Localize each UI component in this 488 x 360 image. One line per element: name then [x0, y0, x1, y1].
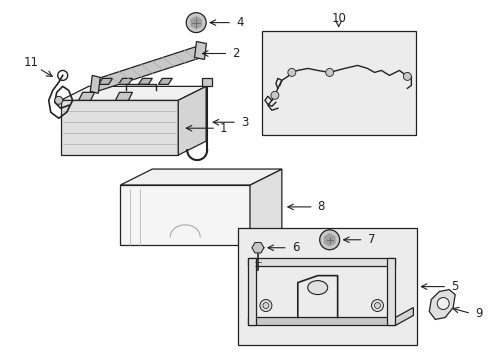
Polygon shape — [324, 234, 334, 246]
Circle shape — [371, 300, 383, 311]
Polygon shape — [120, 185, 249, 245]
Text: 6: 6 — [291, 241, 299, 254]
Polygon shape — [395, 307, 412, 325]
Circle shape — [403, 72, 410, 80]
Ellipse shape — [307, 280, 327, 294]
Text: 8: 8 — [317, 201, 325, 213]
Text: 7: 7 — [367, 233, 374, 246]
Polygon shape — [249, 169, 281, 245]
Polygon shape — [247, 258, 395, 266]
Circle shape — [263, 302, 268, 309]
Polygon shape — [115, 92, 132, 100]
Polygon shape — [61, 86, 206, 100]
Circle shape — [260, 300, 271, 311]
Polygon shape — [94, 46, 202, 91]
Polygon shape — [118, 78, 132, 84]
Text: 10: 10 — [330, 12, 346, 25]
Circle shape — [436, 298, 448, 310]
Polygon shape — [79, 92, 94, 100]
Circle shape — [270, 91, 278, 99]
Polygon shape — [194, 41, 206, 59]
Polygon shape — [99, 78, 112, 84]
Bar — [238, 228, 416, 345]
Polygon shape — [120, 169, 281, 185]
Circle shape — [55, 96, 62, 104]
Circle shape — [287, 68, 295, 76]
Circle shape — [374, 302, 380, 309]
Text: 2: 2 — [232, 47, 240, 60]
Text: 4: 4 — [236, 16, 243, 29]
Text: 1: 1 — [220, 122, 227, 135]
Polygon shape — [247, 318, 395, 325]
Polygon shape — [251, 243, 264, 253]
Polygon shape — [138, 78, 152, 84]
Circle shape — [325, 68, 333, 76]
Polygon shape — [61, 100, 178, 155]
Text: 5: 5 — [450, 280, 458, 293]
Polygon shape — [178, 86, 206, 155]
Polygon shape — [247, 258, 255, 325]
Polygon shape — [386, 258, 395, 325]
Polygon shape — [202, 78, 212, 86]
Text: 11: 11 — [23, 56, 38, 69]
Text: 9: 9 — [474, 307, 482, 320]
Polygon shape — [158, 78, 172, 84]
Bar — [262, 31, 415, 135]
Circle shape — [186, 13, 206, 32]
Polygon shape — [191, 17, 201, 28]
Polygon shape — [428, 289, 454, 319]
Circle shape — [319, 230, 339, 250]
Polygon shape — [90, 75, 100, 93]
Text: 3: 3 — [241, 116, 248, 129]
